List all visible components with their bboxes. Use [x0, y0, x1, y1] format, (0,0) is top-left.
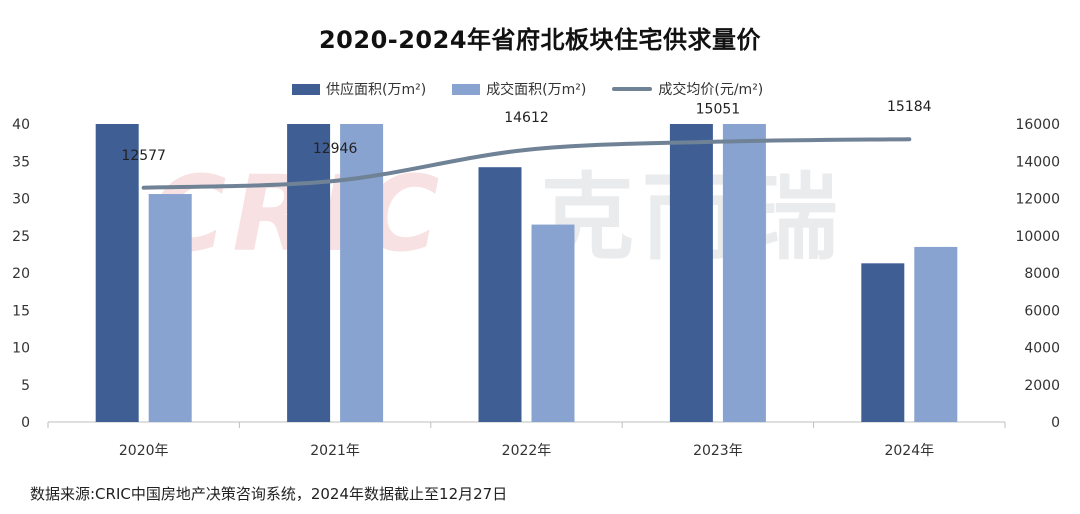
y-left-tick-label: 5	[21, 378, 30, 394]
y-left-tick-label: 30	[12, 192, 30, 208]
avg-price-data-label: 12577	[121, 148, 166, 164]
y-right-tick-label: 4000	[1024, 341, 1060, 357]
bar-deal-area	[531, 224, 575, 422]
y-left-tick-label: 35	[12, 154, 30, 170]
legend-label-avg-price: 成交均价(元/m²)	[658, 82, 764, 98]
legend-item-avg-price: 成交均价(元/m²)	[612, 79, 763, 99]
legend-label-deal-area: 成交面积(万m²)	[486, 82, 587, 98]
footnote: 数据来源:CRIC中国房地产决策咨询系统，2024年数据截止至12月27日	[30, 485, 508, 503]
bar-deal-area	[340, 124, 384, 422]
y-right-tick-label: 0	[1051, 415, 1060, 431]
legend-swatch-avg-price	[612, 87, 653, 91]
y-right-tick-label: 16000	[1015, 117, 1060, 133]
legend-item-supply: 供应面积(万m²)	[292, 79, 426, 99]
avg-price-data-label: 12946	[313, 141, 358, 157]
y-left-tick-label: 40	[12, 117, 30, 133]
x-tick-label: 2023年	[693, 443, 743, 459]
legend-label-supply: 供应面积(万m²)	[326, 82, 427, 98]
bar-deal-area	[722, 124, 766, 422]
y-right-tick-label: 2000	[1024, 378, 1060, 394]
bar-supply	[478, 167, 522, 422]
avg-price-data-label: 15184	[887, 99, 932, 115]
avg-price-line	[141, 137, 912, 190]
y-right-tick-label: 6000	[1024, 303, 1060, 319]
y-left-tick-label: 25	[12, 229, 30, 245]
y-left-tick-label: 20	[12, 266, 30, 282]
avg-price-data-label: 14612	[504, 110, 549, 126]
bar-deal-area	[914, 246, 958, 422]
avg-price-data-label: 15051	[696, 102, 741, 118]
y-right-tick-label: 14000	[1015, 154, 1060, 170]
legend-swatch-supply	[292, 83, 320, 95]
y-left-tick-label: 15	[12, 303, 30, 319]
y-right-tick-label: 12000	[1015, 192, 1060, 208]
bar-supply	[861, 263, 905, 422]
legend-swatch-deal-area	[452, 83, 481, 95]
bar-deal-area	[148, 194, 192, 422]
bar-supply	[669, 124, 713, 422]
legend-item-deal-area: 成交面积(万m²)	[452, 79, 586, 99]
chart-title: 2020-2024年省府北板块住宅供求量价	[318, 26, 762, 54]
y-left-tick-label: 0	[21, 415, 30, 431]
bar-supply	[287, 124, 331, 422]
y-left-tick-label: 10	[12, 341, 30, 357]
bar-supply	[95, 124, 139, 422]
y-right-tick-label: 10000	[1015, 229, 1060, 245]
x-tick-label: 2020年	[119, 443, 169, 459]
x-tick-label: 2022年	[502, 443, 552, 459]
x-tick-label: 2024年	[884, 443, 934, 459]
legend: 供应面积(万m²) 成交面积(万m²) 成交均价(元/m²)	[292, 78, 763, 100]
x-tick-label: 2021年	[310, 443, 360, 459]
y-right-tick-label: 8000	[1024, 266, 1060, 282]
